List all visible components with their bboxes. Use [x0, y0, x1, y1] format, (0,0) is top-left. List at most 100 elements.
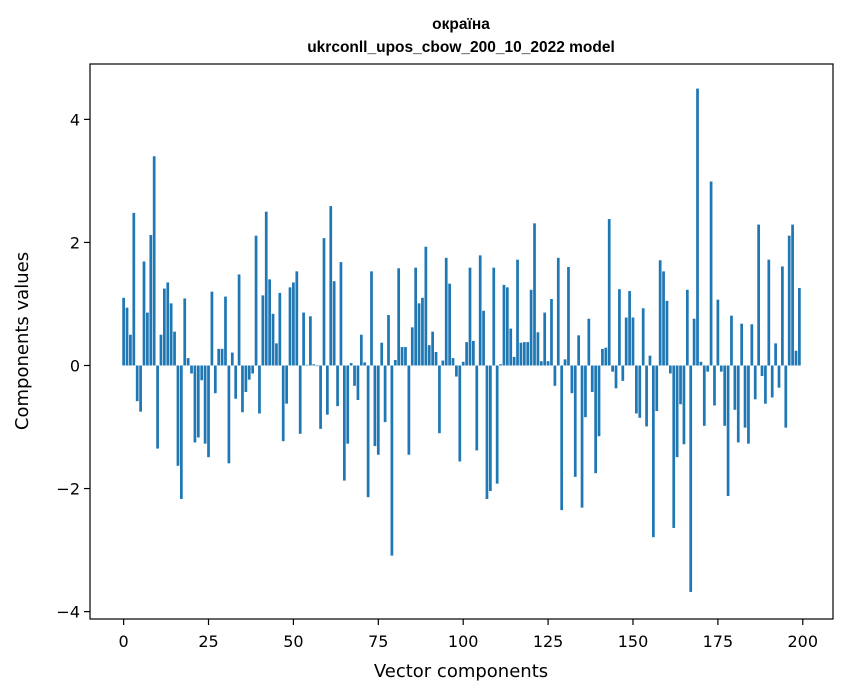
bar [292, 282, 295, 366]
bar [142, 261, 146, 366]
bar [733, 365, 737, 410]
bar [685, 289, 689, 366]
bar [407, 365, 411, 455]
bar [635, 365, 638, 414]
bar [149, 235, 153, 366]
bar-series [122, 88, 801, 592]
bar [359, 334, 363, 366]
bar [152, 156, 156, 366]
bar [478, 255, 482, 366]
x-tick-label: 125 [533, 632, 564, 651]
bar [254, 235, 258, 366]
bar [750, 324, 754, 366]
y-axis: −4 −2 0 2 4 [56, 110, 90, 622]
bar [492, 267, 496, 366]
bar [556, 257, 560, 366]
bar [390, 365, 394, 556]
bar [730, 315, 733, 366]
bar [652, 365, 655, 538]
bar [519, 342, 523, 366]
bar [485, 365, 489, 500]
bar [709, 181, 713, 366]
bar [227, 365, 231, 464]
bar [247, 365, 251, 380]
bar [444, 257, 448, 366]
bar [536, 332, 540, 366]
bar [550, 299, 553, 366]
bar [441, 360, 445, 366]
bar [777, 365, 781, 388]
y-tick-label: 4 [70, 110, 80, 129]
x-tick-label: 50 [283, 632, 303, 651]
bar [166, 282, 170, 366]
bar [594, 365, 597, 474]
bar [624, 317, 628, 366]
bar [770, 365, 774, 398]
bar [315, 365, 319, 367]
x-tick-label: 75 [368, 632, 388, 651]
bar [505, 287, 509, 366]
bar [696, 88, 699, 366]
plot-frame [89, 63, 834, 620]
bar [791, 224, 794, 366]
x-tick-label: 25 [198, 632, 218, 651]
bar [217, 348, 221, 366]
bar [784, 365, 788, 428]
bar [139, 365, 142, 412]
bar [122, 297, 125, 366]
bar [543, 312, 547, 366]
bar [645, 365, 648, 427]
bar [424, 246, 428, 366]
bar [298, 365, 302, 434]
bar [339, 262, 343, 366]
y-tick-label: 0 [70, 356, 80, 375]
bar [662, 271, 665, 366]
bar [614, 365, 618, 389]
bar [213, 365, 217, 394]
bar [781, 266, 784, 366]
bar [675, 365, 679, 458]
bar [665, 300, 669, 366]
bar [186, 358, 190, 366]
bar [553, 365, 557, 386]
bar [129, 334, 132, 366]
bar [125, 307, 129, 366]
bar [546, 361, 550, 366]
bar [767, 259, 771, 366]
bar [285, 365, 288, 404]
bar [322, 238, 326, 366]
bar [329, 206, 333, 366]
bar [716, 299, 720, 366]
bar [302, 312, 305, 366]
bar [764, 365, 767, 404]
bar [404, 347, 407, 366]
bar [702, 365, 706, 426]
bar [224, 296, 227, 366]
bar [699, 361, 703, 366]
bar [509, 328, 513, 366]
bar [220, 348, 224, 366]
bar [193, 365, 197, 443]
bar [465, 342, 468, 366]
bar [397, 268, 401, 366]
bar [183, 298, 187, 366]
bar [451, 358, 455, 366]
bar [631, 317, 635, 366]
y-tick-label: 2 [70, 233, 80, 252]
bar [475, 365, 479, 451]
bar [458, 365, 462, 462]
bar [196, 365, 200, 438]
bar [173, 331, 176, 366]
bar [210, 291, 214, 366]
bar [753, 365, 757, 400]
bar [713, 365, 716, 406]
bar [723, 365, 727, 426]
bar [281, 365, 285, 442]
bar [570, 365, 574, 394]
bar [533, 223, 536, 366]
bar [628, 291, 631, 366]
bar [376, 365, 380, 455]
bar [512, 356, 516, 366]
bar [495, 365, 499, 484]
